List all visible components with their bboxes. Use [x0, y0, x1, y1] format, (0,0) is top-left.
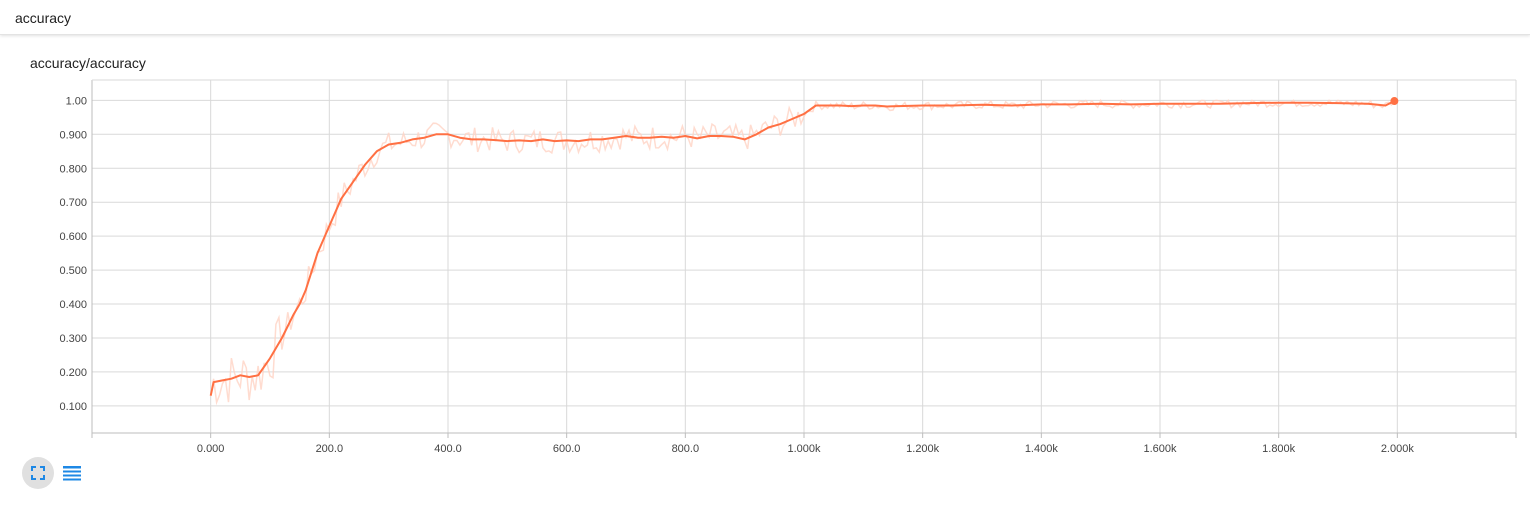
- x-tick-label: 200.0: [316, 443, 344, 455]
- y-tick-label: 0.200: [59, 367, 87, 379]
- x-tick-label: 2.000k: [1381, 443, 1415, 455]
- y-tick-label: 0.600: [59, 231, 87, 243]
- line-chart[interactable]: 0.100 0.200 0.300 0.400 0.500 0.600 0.700 0.800…: [0, 40, 1530, 508]
- chart-title: accuracy/accuracy: [30, 55, 146, 71]
- section-title: accuracy: [15, 10, 72, 26]
- x-tick-label: 1.000k: [787, 443, 821, 455]
- y-tick-label: 0.800: [59, 163, 87, 175]
- y-tick-label: 0.400: [59, 299, 87, 311]
- y-tick-label: 0.700: [59, 197, 87, 209]
- x-tick-label: 0.000: [197, 443, 225, 455]
- x-tick-label: 800.0: [672, 443, 700, 455]
- x-tick-label: 400.0: [434, 443, 462, 455]
- expand-icon: [31, 466, 45, 480]
- y-tick-label: 0.100: [59, 401, 87, 413]
- series-end-point: [1390, 97, 1399, 106]
- section-header[interactable]: accuracy: [0, 0, 1530, 35]
- expand-button[interactable]: [22, 457, 54, 489]
- y-tick-label: 0.500: [59, 265, 87, 277]
- x-tick-label: 1.200k: [906, 443, 940, 455]
- series-line: [209, 100, 1395, 396]
- x-tick-label: 600.0: [553, 443, 581, 455]
- chart-card: accuracy/accuracy 0.100 0.200 0.300 0.400 0.…: [0, 40, 1530, 508]
- list-icon: [63, 466, 81, 481]
- y-tick-label: 0.900: [59, 129, 87, 141]
- y-tick-label: 0.300: [59, 333, 87, 345]
- show-data-button[interactable]: [56, 457, 88, 489]
- x-tick-label: 1.600k: [1143, 443, 1177, 455]
- y-tick-label: 1.00: [66, 95, 87, 107]
- x-tick-label: 1.800k: [1262, 443, 1296, 455]
- x-tick-label: 1.400k: [1025, 443, 1059, 455]
